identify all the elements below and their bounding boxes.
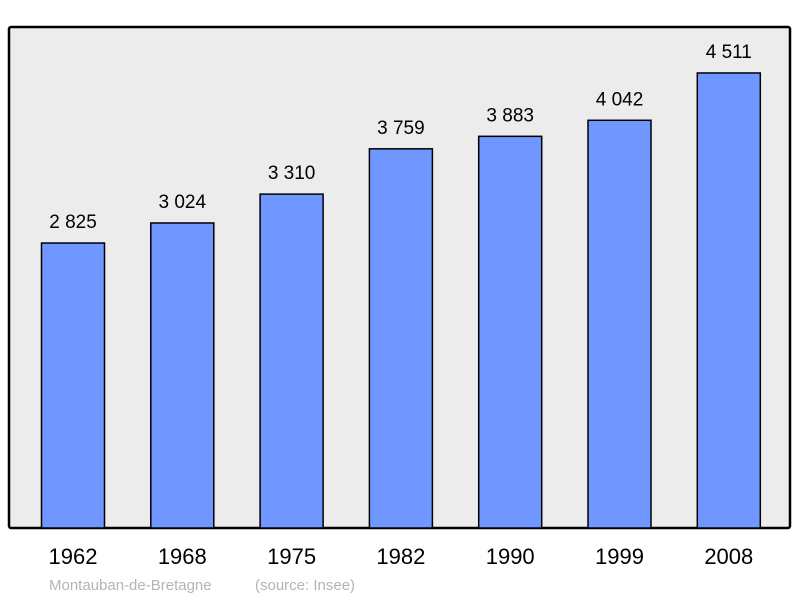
data-label-1982: 3 759 [377, 118, 425, 139]
labels-group: 2 825 1962 3 024 1968 3 310 1975 3 759 1982 3 88… [49, 42, 754, 569]
x-tick-label: 1982 [376, 544, 425, 569]
data-label-1999: 4 042 [596, 89, 644, 110]
x-tick-label: 1990 [486, 544, 535, 569]
bar-1962 [40, 242, 106, 529]
data-label-1968: 3 024 [159, 192, 207, 213]
bar-2008 [696, 72, 762, 529]
x-tick-label: 1962 [49, 544, 98, 569]
data-label-1962: 2 825 [49, 212, 97, 233]
bar-1982 [368, 148, 434, 529]
bar-1999 [587, 119, 652, 529]
x-tick-label: 1999 [595, 544, 644, 569]
bar-1990 [477, 135, 543, 529]
bars-group [40, 72, 762, 529]
x-tick-label: 2008 [704, 544, 753, 569]
data-label-2008: 4 511 [706, 42, 752, 63]
bar-1968 [150, 222, 215, 529]
footer-source: (source: Insee) [255, 577, 355, 594]
data-label-1990: 3 883 [486, 105, 534, 126]
x-tick-label: 1975 [267, 544, 316, 569]
footer-place: Montauban-de-Bretagne [49, 577, 212, 594]
x-tick-label: 1968 [158, 544, 207, 569]
data-label-1975: 3 310 [268, 163, 316, 184]
bar-1975 [259, 193, 324, 529]
